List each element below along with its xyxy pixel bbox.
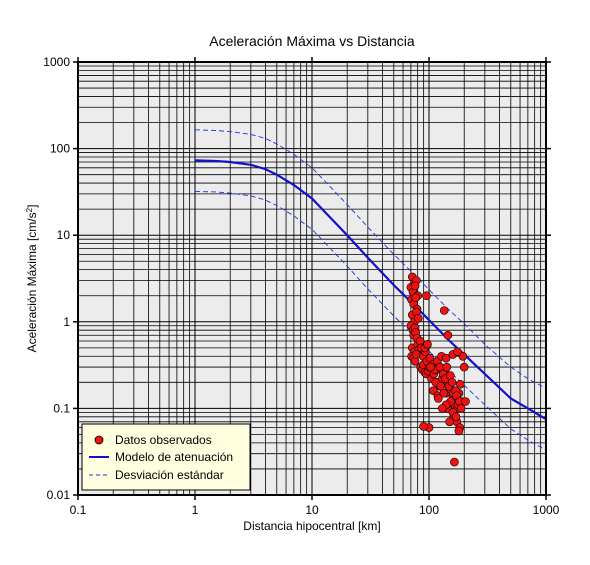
y-axis-label-superscript: 2	[25, 207, 34, 212]
legend-box	[81, 423, 251, 491]
y-tick-label: 1000	[43, 55, 70, 69]
legend: Datos observados Modelo de atenuación De…	[81, 423, 251, 491]
observed-point	[447, 377, 457, 387]
observed-point	[411, 293, 421, 303]
x-tick-label: 1000	[533, 503, 560, 517]
observed-point	[436, 381, 446, 391]
x-tick-label: 10	[305, 503, 319, 517]
observed-point	[433, 394, 443, 403]
observed-point	[453, 347, 462, 357]
observed-point	[439, 306, 449, 315]
observed-point	[439, 388, 449, 398]
observed-point	[451, 412, 461, 422]
deviation-lower-line	[194, 191, 546, 451]
observed-point	[450, 457, 459, 467]
y-tick-label: 0.1	[53, 401, 70, 415]
deviation-upper-line	[194, 129, 546, 389]
observed-point	[442, 362, 452, 372]
y-tick-label: 0.01	[47, 488, 71, 502]
observed-point	[445, 417, 454, 427]
observed-point	[461, 397, 470, 406]
data-layer	[194, 129, 546, 467]
legend-marker-observed	[94, 435, 104, 445]
chart-title: Aceleración Máxima vs Distancia	[209, 33, 415, 49]
x-tick-label: 0.1	[70, 503, 87, 517]
observed-point	[419, 422, 428, 431]
observed-point	[422, 291, 431, 301]
observed-point	[455, 379, 465, 389]
attenuation-model-line	[194, 159, 546, 421]
observed-point	[458, 351, 468, 361]
x-tick-label: 100	[419, 503, 439, 517]
y-axis-label-end: ]	[25, 205, 39, 208]
observed-point	[443, 330, 453, 340]
grid-lines	[78, 62, 546, 495]
x-axis-label: Distancia hipocentral [km]	[243, 519, 380, 533]
y-tick-label: 100	[50, 142, 70, 156]
observed-point	[441, 353, 451, 363]
observed-point	[437, 404, 447, 413]
observed-point	[423, 339, 432, 349]
observed-point	[426, 362, 435, 372]
observed-point	[413, 313, 423, 323]
legend-label-observed: Datos observados	[115, 433, 212, 447]
y-tick-label: 1	[63, 315, 70, 329]
y-tick-label: 10	[57, 228, 71, 242]
observed-point	[410, 281, 420, 291]
legend-label-model: Modelo de atenuación	[115, 450, 233, 464]
x-tick-label: 1	[192, 503, 199, 517]
observed-point	[459, 362, 469, 372]
observed-point	[456, 404, 466, 413]
y-axis-label: Aceleración Máxima [cm/s2]	[25, 205, 39, 353]
observed-point	[454, 426, 464, 436]
legend-label-deviation: Desviación estándar	[115, 468, 224, 482]
y-axis-label-main: Aceleración Máxima [cm/s	[25, 212, 39, 352]
